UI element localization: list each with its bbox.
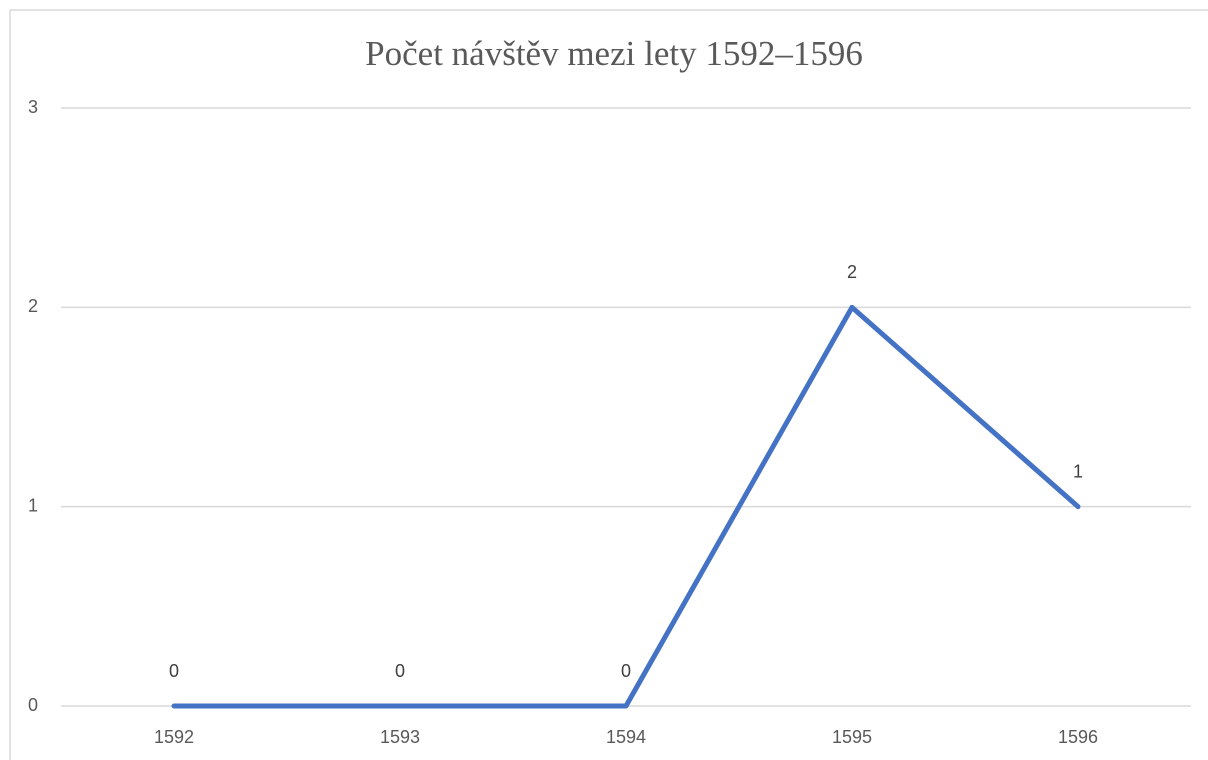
x-tick-label: 1593: [380, 727, 420, 747]
data-label: 0: [169, 661, 179, 681]
chart-border: [9, 9, 1208, 760]
x-tick-label: 1592: [154, 727, 194, 747]
y-tick-label: 2: [28, 296, 38, 316]
data-label: 1: [1073, 461, 1083, 481]
x-tick-label: 1594: [606, 727, 646, 747]
x-tick-label: 1595: [832, 727, 872, 747]
chart-title: Počet návštěv mezi lety 1592–1596: [365, 34, 863, 73]
data-label: 0: [621, 661, 631, 681]
y-tick-label: 0: [28, 695, 38, 715]
y-tick-label: 3: [28, 97, 38, 117]
x-tick-label: 1596: [1058, 727, 1098, 747]
data-label: 0: [395, 661, 405, 681]
line-series: [171, 304, 1081, 709]
y-tick-label: 1: [28, 495, 38, 515]
data-label: 2: [847, 262, 857, 282]
